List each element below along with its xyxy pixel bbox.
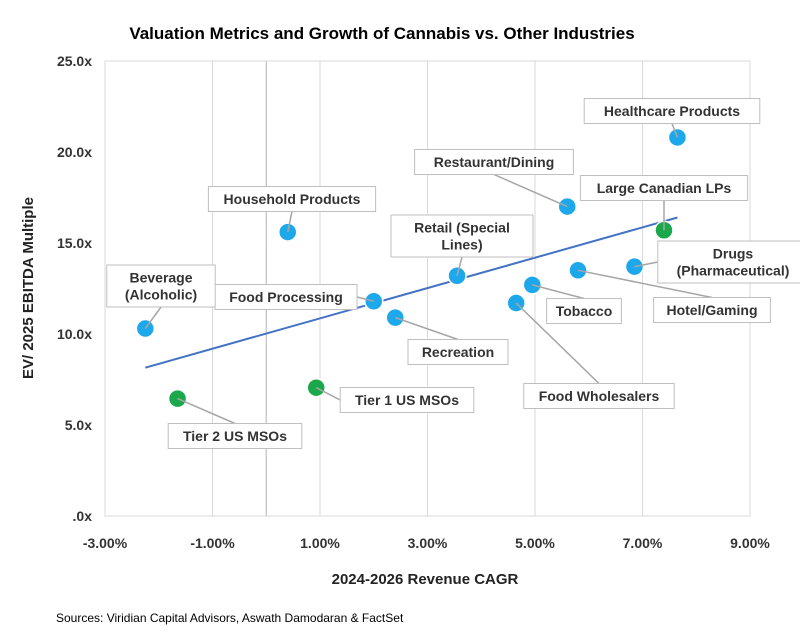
y-tick-label: 5.0x [65, 417, 92, 433]
point-label: Tobacco [556, 303, 613, 319]
callout-box [653, 297, 771, 323]
y-tick-label: 20.0x [57, 144, 92, 160]
callout-leader [287, 211, 293, 233]
point-label: Household Products [224, 191, 361, 207]
callout-box [207, 186, 377, 212]
point-label: Food Wholesalers [539, 388, 660, 404]
callout-box [414, 149, 574, 175]
callout-box [167, 423, 303, 449]
callout-leader [356, 296, 374, 302]
x-axis-ticks: -3.00% -1.00% 1.00% 3.00% 5.00% 7.00% 9.00% [83, 535, 771, 551]
x-tick-label: 9.00% [730, 535, 770, 551]
point-label: Restaurant/Dining [434, 154, 555, 170]
x-tick-label: 3.00% [408, 535, 448, 551]
y-tick-label: 15.0x [57, 235, 92, 251]
callout-leader [577, 269, 713, 299]
trendline [145, 216, 678, 369]
callout-leader [515, 302, 600, 385]
callout-box [583, 98, 761, 124]
point-label: Retail (Special Lines) [414, 220, 510, 253]
y-tick-label: 10.0x [57, 326, 92, 342]
callout-box [657, 240, 800, 284]
y-axis-ticks: .0x 5.0x 10.0x 15.0x 20.0x 25.0x [57, 53, 92, 524]
callout-box [390, 214, 534, 258]
callout-leader [671, 123, 679, 138]
callout-leader [493, 173, 568, 208]
x-tick-label: -3.00% [83, 535, 128, 551]
plot-area [104, 60, 751, 517]
point-label: Tier 2 US MSOs [183, 428, 287, 444]
x-tick-label: -1.00% [190, 535, 235, 551]
point-label: Hotel/Gaming [666, 302, 757, 318]
y-axis-label: EV/ 2025 EBITDA Multiple [20, 197, 37, 379]
point-label: Beverage (Alcoholic) [125, 270, 197, 303]
point-label: Healthcare Products [604, 103, 740, 119]
callout-leader [315, 387, 341, 401]
point-label: Large Canadian LPs [597, 180, 732, 196]
x-tick-label: 1.00% [300, 535, 340, 551]
x-tick-label: 7.00% [623, 535, 663, 551]
callout-box [339, 387, 475, 413]
callout-box [546, 298, 622, 324]
callout-leader [177, 397, 236, 425]
callout-leader [634, 261, 658, 268]
callout-box [579, 175, 749, 201]
callout-box [407, 339, 509, 365]
callout-leader [456, 256, 463, 276]
callout-box [106, 264, 216, 308]
callouts: Healthcare Products Restaurant/Dining Larg… [106, 98, 800, 449]
point-label: Food Processing [229, 289, 343, 305]
callout-leader [144, 306, 162, 329]
point-label: Tier 1 US MSOs [355, 392, 459, 408]
source-note: Sources: Viridian Capital Advisors, Aswa… [56, 611, 404, 625]
callout-leader [395, 316, 459, 341]
data-points [135, 127, 688, 409]
point-label: Drugs (Pharmaceutical) [677, 246, 790, 279]
y-tick-label: .0x [73, 508, 93, 524]
chart-title: Valuation Metrics and Growth of Cannabis… [129, 24, 634, 43]
x-axis-label: 2024-2026 Revenue CAGR [332, 571, 519, 588]
point-label: Recreation [422, 344, 494, 360]
callout-leader [532, 284, 585, 300]
x-tick-label: 5.00% [515, 535, 555, 551]
callout-box [523, 383, 675, 409]
y-tick-label: 25.0x [57, 53, 92, 69]
